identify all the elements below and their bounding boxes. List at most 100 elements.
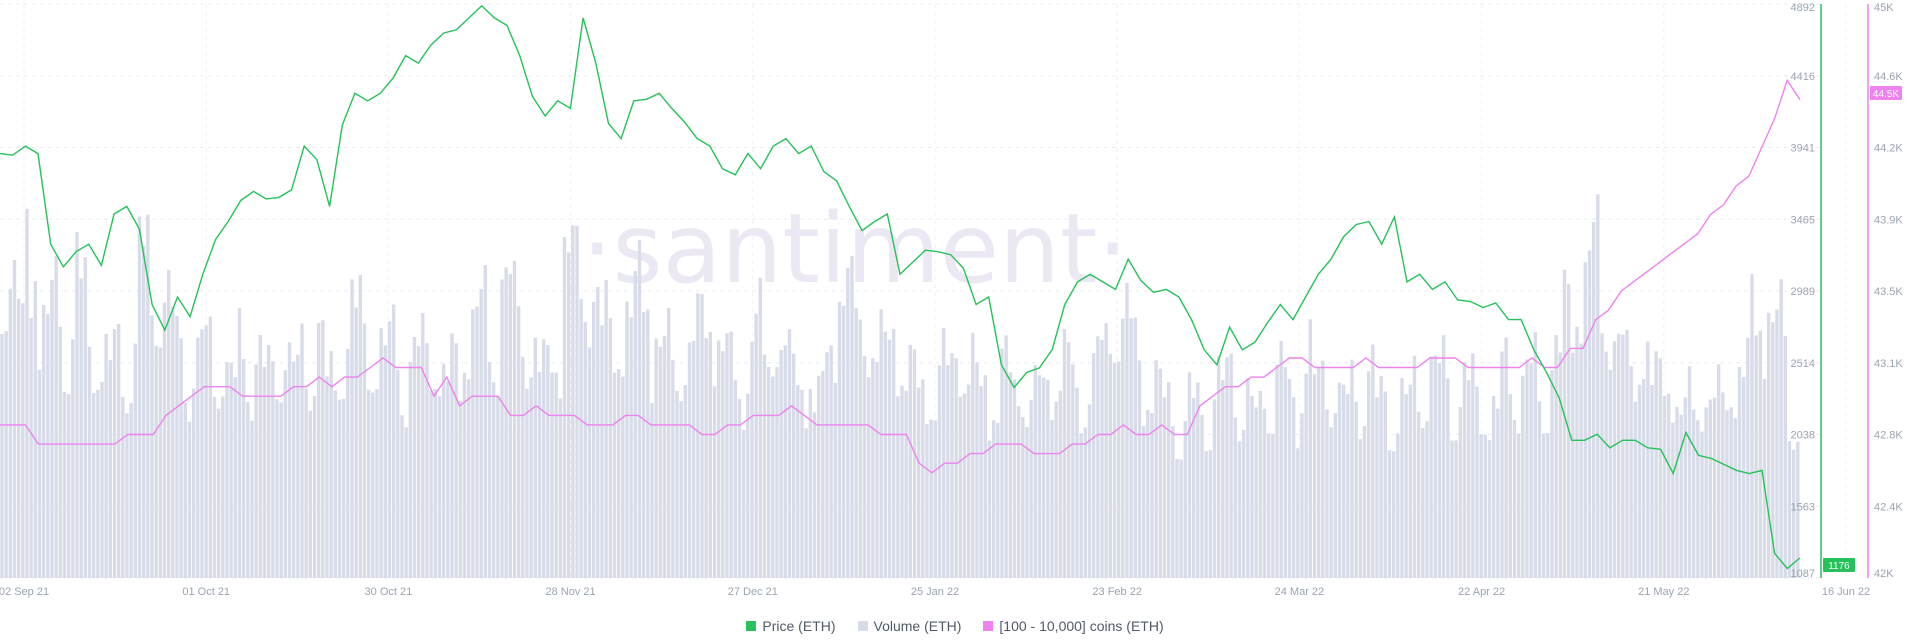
- volume-bar: [50, 279, 54, 578]
- volume-bar: [241, 358, 246, 578]
- volume-bar: [991, 420, 996, 578]
- volume-bar: [1087, 404, 1092, 578]
- price-tick-label: 1563: [1791, 501, 1815, 513]
- volume-bar: [1358, 439, 1362, 578]
- legend-swatch-holders: [983, 621, 994, 631]
- volume-bar: [179, 338, 183, 578]
- holders-tick-label: 43.5K: [1874, 286, 1903, 298]
- volume-bar: [1150, 413, 1154, 578]
- price-tick-label: 1087: [1791, 568, 1815, 580]
- volume-bar: [1033, 365, 1037, 578]
- volume-bar: [458, 400, 462, 578]
- volume-bar: [396, 369, 400, 578]
- price-tick-label: 3941: [1791, 143, 1815, 155]
- volume-bar: [1050, 419, 1054, 578]
- volume-bar: [483, 265, 487, 578]
- volume-bar: [1158, 368, 1162, 578]
- volume-bar: [1279, 340, 1283, 578]
- volume-bar: [983, 375, 987, 578]
- volume-bar: [804, 428, 808, 578]
- volume-bar: [1716, 364, 1721, 578]
- volume-bar: [1433, 355, 1437, 578]
- volume-bar: [246, 402, 250, 578]
- volume-bar: [541, 339, 546, 578]
- volume-bar: [641, 311, 646, 578]
- volume-bar: [1591, 222, 1596, 578]
- volume-bar: [612, 372, 617, 578]
- volume-bar: [0, 334, 4, 578]
- volume-bar: [1683, 397, 1687, 578]
- volume-bar: [1208, 449, 1212, 578]
- volume-bar: [537, 371, 542, 578]
- volume-bar: [1250, 395, 1254, 578]
- volume-bar: [1733, 418, 1737, 578]
- volume-bar: [1554, 335, 1558, 578]
- volume-bar: [87, 346, 92, 578]
- volume-bar: [1596, 194, 1600, 578]
- volume-bar: [1783, 335, 1787, 578]
- volume-bar: [1133, 317, 1137, 578]
- volume-bar: [1671, 422, 1675, 578]
- volume-bar: [100, 381, 104, 578]
- volume-bar: [525, 388, 529, 578]
- volume-bar: [1512, 419, 1517, 578]
- volume-bar: [1300, 413, 1304, 578]
- volume-bar: [1096, 336, 1100, 578]
- volume-bar: [1425, 421, 1429, 578]
- volume-bar: [912, 349, 917, 578]
- volume-bar: [1262, 408, 1267, 578]
- volume-bar: [833, 382, 837, 578]
- volume-bar: [1316, 367, 1321, 578]
- volume-bar: [141, 245, 146, 579]
- legend-item-volume[interactable]: Volume (ETH): [857, 618, 961, 634]
- volume-bar: [1171, 426, 1175, 578]
- legend-item-price[interactable]: Price (ETH): [746, 618, 836, 634]
- volume-bar: [1196, 382, 1200, 578]
- volume-bar: [12, 260, 17, 578]
- volume-bar: [800, 389, 804, 578]
- volume-bar: [791, 353, 796, 578]
- holders-current-label-text: 44.5K: [1873, 89, 1899, 100]
- volume-bar: [1500, 351, 1504, 578]
- volume-bar: [266, 345, 271, 578]
- volume-bar: [1016, 406, 1021, 578]
- volume-bar: [987, 440, 992, 578]
- legend-item-holders[interactable]: [100 - 10,000] coins (ETH): [983, 618, 1164, 634]
- volume-bar: [1533, 332, 1537, 578]
- volume-bar: [854, 308, 858, 578]
- volume-bar: [237, 307, 242, 578]
- volume-bar: [679, 401, 683, 578]
- volume-bar: [1025, 426, 1029, 578]
- volume-bar: [1508, 394, 1512, 578]
- volume-bar: [450, 333, 454, 578]
- volume-bar: [1116, 361, 1121, 578]
- volume-bar: [1204, 451, 1208, 578]
- volume-bar: [1766, 312, 1771, 578]
- x-tick-label: 22 Apr 22: [1458, 586, 1505, 598]
- volume-bar: [358, 274, 362, 578]
- volume-bar: [896, 396, 900, 578]
- volume-bar: [1458, 407, 1462, 578]
- volume-bar: [1558, 352, 1562, 578]
- holders-tick-label: 45K: [1874, 2, 1894, 14]
- volume-bar: [487, 361, 492, 578]
- volume-bar: [1483, 434, 1487, 578]
- volume-bar: [637, 239, 642, 578]
- volume-bar: [1229, 353, 1233, 578]
- volume-bar: [921, 379, 925, 578]
- volume-bar: [304, 388, 308, 578]
- volume-bar: [29, 318, 33, 578]
- volume-bar: [1275, 364, 1279, 578]
- volume-bar: [225, 362, 229, 578]
- volume-bar: [929, 419, 933, 578]
- volume-bar: [371, 392, 375, 578]
- volume-bar: [1187, 372, 1192, 578]
- price-current-label: 1176: [1823, 558, 1855, 572]
- volume-bar: [1691, 409, 1696, 578]
- volume-bar: [1058, 390, 1062, 578]
- volume-bar: [1221, 379, 1225, 578]
- volume-bar: [416, 345, 421, 578]
- volume-bar: [496, 395, 500, 578]
- x-tick-label: 16 Jun 22: [1822, 586, 1870, 598]
- volume-bar: [696, 293, 700, 578]
